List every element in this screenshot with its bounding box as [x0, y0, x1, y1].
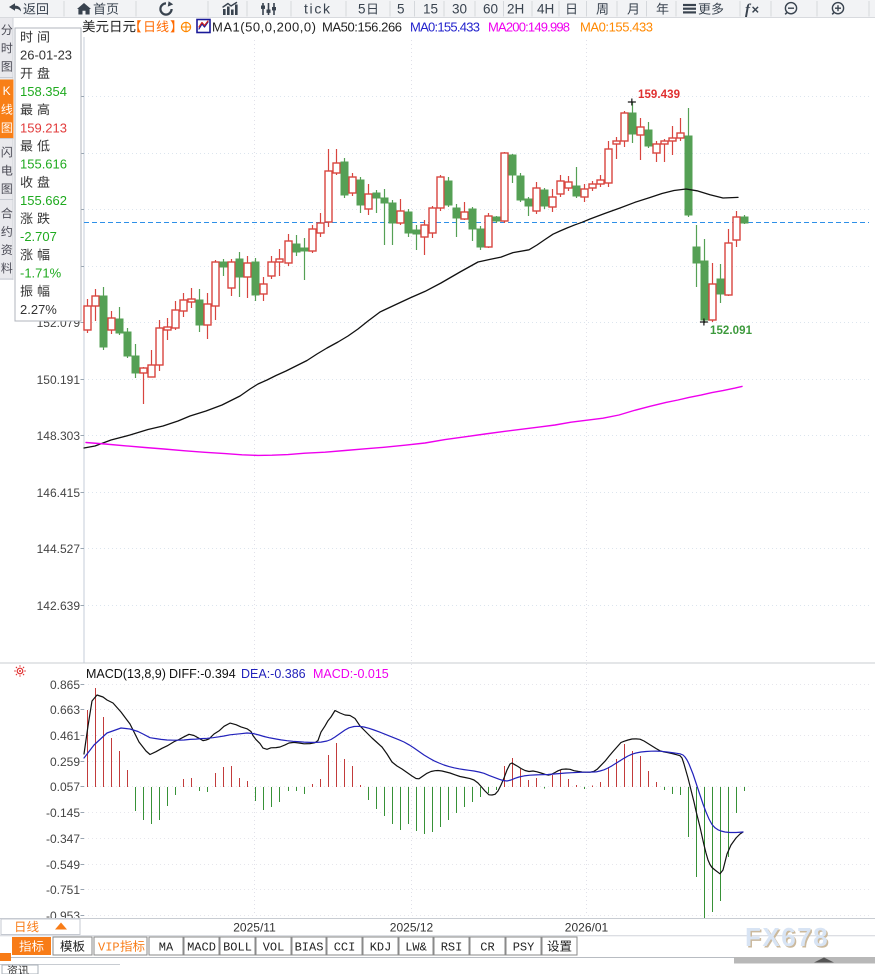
svg-text:2026/01: 2026/01	[565, 921, 609, 935]
svg-text:FX678: FX678	[747, 924, 831, 954]
svg-text:150.191: 150.191	[37, 373, 81, 387]
svg-text:DIFF:-0.394: DIFF:-0.394	[169, 667, 236, 681]
svg-text:0.057: 0.057	[50, 780, 80, 794]
svg-text:142.639: 142.639	[37, 599, 81, 613]
svg-text:MA50:156.266: MA50:156.266	[322, 20, 402, 35]
svg-text:148.303: 148.303	[37, 429, 81, 443]
svg-text:-0.347: -0.347	[46, 832, 80, 846]
svg-text:MA200:149.998: MA200:149.998	[488, 20, 570, 35]
svg-text:RSI: RSI	[441, 941, 463, 955]
svg-text:155.662: 155.662	[20, 193, 67, 208]
svg-text:-2.707: -2.707	[20, 229, 57, 244]
svg-text:MACD: MACD	[187, 941, 216, 955]
svg-text:MA: MA	[159, 941, 174, 955]
svg-text:MA1(50,0,200,0): MA1(50,0,200,0)	[212, 20, 316, 35]
svg-text:5: 5	[358, 2, 366, 17]
svg-text:159.439: 159.439	[638, 89, 680, 101]
svg-text:-0.549: -0.549	[46, 858, 80, 872]
svg-text:CR: CR	[480, 941, 494, 955]
svg-text:FX678: FX678	[745, 922, 829, 952]
svg-text:MACD:-0.015: MACD:-0.015	[313, 667, 389, 681]
svg-text:146.415: 146.415	[37, 486, 81, 500]
svg-text:0.663: 0.663	[50, 703, 80, 717]
svg-text:15: 15	[423, 2, 438, 17]
svg-text:f: f	[745, 2, 752, 18]
svg-text:159.213: 159.213	[20, 120, 67, 135]
svg-text:×: ×	[752, 2, 760, 17]
svg-text:2025/11: 2025/11	[233, 921, 276, 935]
svg-text:-0.145: -0.145	[46, 806, 80, 820]
svg-text:0.865: 0.865	[50, 678, 80, 692]
svg-text:tick: tick	[304, 1, 331, 17]
svg-text:K: K	[3, 84, 11, 98]
svg-text:-0.751: -0.751	[46, 883, 80, 897]
svg-text:2H: 2H	[507, 2, 524, 17]
svg-text:2025/12: 2025/12	[390, 921, 434, 935]
svg-text:MA0:155.433: MA0:155.433	[580, 20, 653, 35]
svg-text:5: 5	[397, 2, 405, 17]
svg-text:MACD(13,8,9): MACD(13,8,9)	[86, 667, 166, 681]
svg-text:0.259: 0.259	[50, 755, 80, 769]
svg-text:158.354: 158.354	[20, 84, 67, 99]
svg-text:DEA:-0.386: DEA:-0.386	[241, 667, 306, 681]
svg-text:VIP: VIP	[98, 941, 120, 955]
svg-text:30: 30	[452, 2, 467, 17]
svg-text:LW&: LW&	[405, 941, 427, 955]
svg-text:CCI: CCI	[334, 941, 356, 955]
svg-text:VOL: VOL	[263, 941, 285, 955]
svg-text:0.461: 0.461	[50, 729, 80, 743]
svg-text:26-01-23: 26-01-23	[20, 48, 72, 63]
svg-text:KDJ: KDJ	[370, 941, 392, 955]
svg-text:2.27%: 2.27%	[20, 302, 57, 317]
svg-text:4H: 4H	[537, 2, 554, 17]
svg-text:MA0:155.433: MA0:155.433	[410, 20, 480, 35]
svg-text:60: 60	[483, 2, 498, 17]
svg-text:PSY: PSY	[513, 941, 535, 955]
svg-text:144.527: 144.527	[37, 542, 81, 556]
svg-text:155.616: 155.616	[20, 157, 67, 172]
svg-text:BOLL: BOLL	[223, 941, 252, 955]
svg-text:-1.71%: -1.71%	[20, 265, 62, 280]
svg-text:BIAS: BIAS	[295, 941, 324, 955]
svg-text:152.091: 152.091	[710, 325, 753, 337]
